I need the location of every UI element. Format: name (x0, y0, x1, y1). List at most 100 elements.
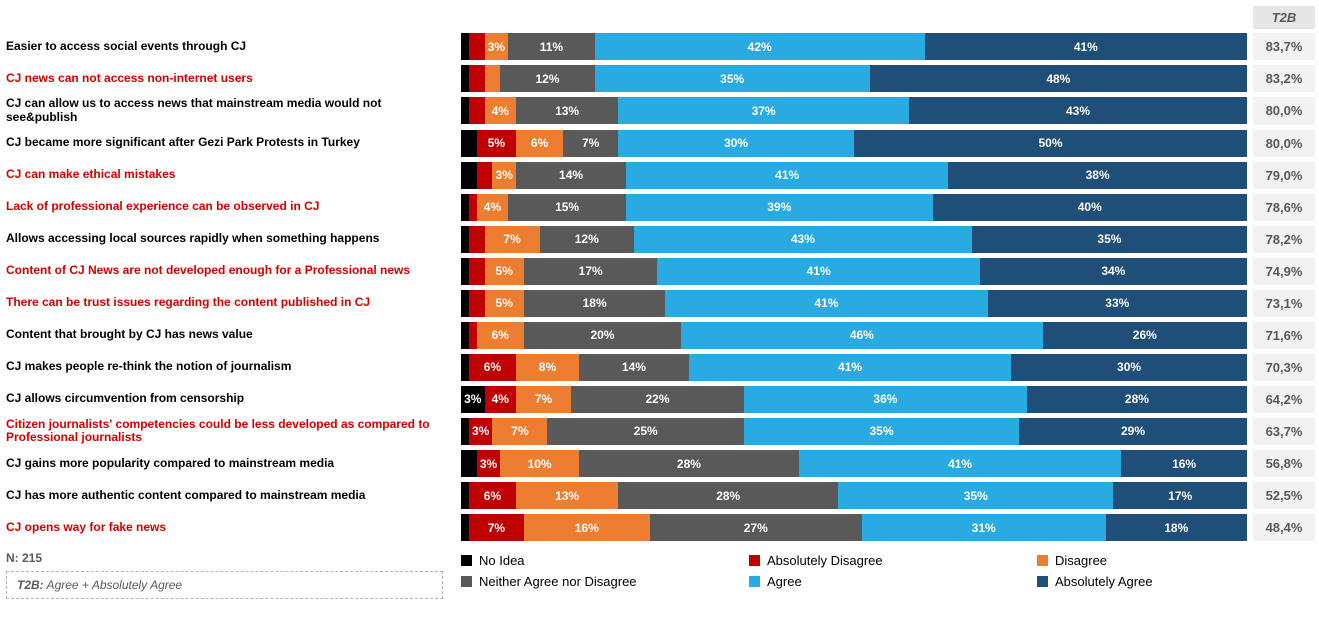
bar-segment-disagree: 16% (524, 514, 650, 541)
bar-segment-abs-disagree (469, 33, 485, 60)
chart-container: T2B Easier to access social events throu… (0, 0, 1319, 607)
legend: No IdeaAbsolutely DisagreeDisagreeNeithe… (461, 551, 1315, 589)
bar-segment-no-idea (461, 226, 469, 253)
bar-segment-agree: 41% (665, 290, 987, 317)
bar-segment-neutral: 14% (516, 162, 626, 189)
bar-segment-abs-agree: 41% (925, 33, 1247, 60)
table-row: CJ gains more popularity compared to mai… (6, 450, 1315, 477)
legend-swatch (1037, 555, 1048, 566)
bar-segment-abs-disagree: 4% (485, 386, 516, 413)
bar-segment-no-idea (461, 290, 469, 317)
legend-item-agree: Agree (749, 574, 1027, 589)
t2b-value: 48,4% (1253, 514, 1315, 541)
bar-segment-no-idea (461, 65, 469, 92)
stacked-bar: 4%13%37%43% (461, 97, 1247, 124)
bar-segment-no-idea (461, 482, 469, 509)
bar-segment-abs-disagree: 3% (477, 450, 501, 477)
table-row: There can be trust issues regarding the … (6, 290, 1315, 317)
row-label: Content of CJ News are not developed eno… (6, 258, 461, 285)
bar-segment-disagree: 7% (485, 226, 540, 253)
bar-segment-neutral: 12% (540, 226, 634, 253)
bar-segment-agree: 43% (634, 226, 972, 253)
bar-segment-neutral: 15% (508, 194, 626, 221)
bar-segment-disagree: 10% (500, 450, 579, 477)
bar-segment-abs-disagree: 5% (477, 130, 516, 157)
legend-swatch (749, 555, 760, 566)
bar-segment-no-idea (461, 130, 477, 157)
footer: N: 215 T2B: Agree + Absolutely Agree No … (6, 551, 1315, 599)
bar-segment-no-idea (461, 162, 477, 189)
bar-segment-disagree: 8% (516, 354, 579, 381)
bar-segment-abs-disagree: 6% (469, 354, 516, 381)
row-label: Lack of professional experience can be o… (6, 194, 461, 221)
bar-segment-neutral: 18% (524, 290, 665, 317)
legend-label: Neither Agree nor Disagree (479, 574, 637, 589)
legend-item-abs-agree: Absolutely Agree (1037, 574, 1315, 589)
bar-segment-disagree: 5% (485, 258, 524, 285)
bar-segment-disagree: 7% (516, 386, 571, 413)
bar-segment-agree: 37% (618, 97, 909, 124)
bar-segment-abs-agree: 18% (1106, 514, 1247, 541)
t2b-note-rest: Agree + Absolutely Agree (44, 578, 182, 592)
stacked-bar: 6%8%14%41%30% (461, 354, 1247, 381)
bar-segment-abs-disagree (469, 65, 485, 92)
bar-segment-no-idea (461, 418, 469, 445)
bar-segment-disagree: 4% (485, 97, 516, 124)
legend-label: Absolutely Disagree (767, 553, 883, 568)
row-label: Content that brought by CJ has news valu… (6, 322, 461, 349)
bar-segment-disagree: 3% (492, 162, 516, 189)
bar-segment-disagree: 5% (485, 290, 524, 317)
bar-segment-abs-disagree: 3% (469, 418, 493, 445)
bar-segment-agree: 42% (595, 33, 925, 60)
header-spacer-labels (6, 6, 461, 29)
bar-segment-agree: 39% (626, 194, 933, 221)
bar-segment-abs-agree: 50% (854, 130, 1247, 157)
bar-segment-no-idea (461, 354, 469, 381)
table-row: CJ news can not access non-internet user… (6, 65, 1315, 92)
t2b-note-prefix: T2B: (17, 578, 44, 592)
bar-segment-neutral: 7% (563, 130, 618, 157)
table-row: Lack of professional experience can be o… (6, 194, 1315, 221)
bar-segment-agree: 35% (744, 418, 1019, 445)
bar-segment-abs-disagree (469, 290, 485, 317)
bar-segment-no-idea (461, 97, 469, 124)
legend-label: Disagree (1055, 553, 1107, 568)
bar-segment-disagree: 6% (516, 130, 563, 157)
table-row: CJ makes people re-think the notion of j… (6, 354, 1315, 381)
bar-segment-neutral: 25% (547, 418, 744, 445)
bar-segment-abs-disagree (469, 226, 485, 253)
row-label: CJ opens way for fake news (6, 514, 461, 541)
t2b-note: T2B: Agree + Absolutely Agree (6, 571, 443, 599)
table-row: CJ allows circumvention from censorship3… (6, 386, 1315, 413)
stacked-bar: 12%35%48% (461, 65, 1247, 92)
stacked-bar: 7%12%43%35% (461, 226, 1247, 253)
stacked-bar: 5%6%7%30%50% (461, 130, 1247, 157)
row-label: Allows accessing local sources rapidly w… (6, 226, 461, 253)
row-label: Easier to access social events through C… (6, 33, 461, 60)
bar-segment-abs-disagree (469, 194, 477, 221)
table-row: Easier to access social events through C… (6, 33, 1315, 60)
t2b-value: 64,2% (1253, 386, 1315, 413)
table-row: CJ has more authentic content compared t… (6, 482, 1315, 509)
bar-segment-no-idea: 3% (461, 386, 485, 413)
bar-segment-neutral: 20% (524, 322, 681, 349)
bar-segment-abs-disagree (477, 162, 493, 189)
stacked-bar: 3%11%42%41% (461, 33, 1247, 60)
bar-segment-agree: 30% (618, 130, 854, 157)
bar-segment-no-idea (461, 258, 469, 285)
stacked-bar: 6%20%46%26% (461, 322, 1247, 349)
row-label: CJ allows circumvention from censorship (6, 386, 461, 413)
bar-segment-neutral: 28% (579, 450, 799, 477)
t2b-header: T2B (1253, 6, 1315, 29)
bar-segment-abs-disagree (469, 322, 477, 349)
footer-left: N: 215 T2B: Agree + Absolutely Agree (6, 551, 461, 599)
bar-segment-neutral: 11% (508, 33, 594, 60)
table-row: CJ can make ethical mistakes3%14%41%38%7… (6, 162, 1315, 189)
stacked-bar: 3%4%7%22%36%28% (461, 386, 1247, 413)
bar-segment-agree: 35% (595, 65, 870, 92)
bar-segment-disagree: 3% (485, 33, 509, 60)
bar-segment-abs-agree: 38% (948, 162, 1247, 189)
t2b-value: 80,0% (1253, 130, 1315, 157)
row-label: CJ can allow us to access news that main… (6, 97, 461, 125)
table-row: Content of CJ News are not developed eno… (6, 258, 1315, 285)
